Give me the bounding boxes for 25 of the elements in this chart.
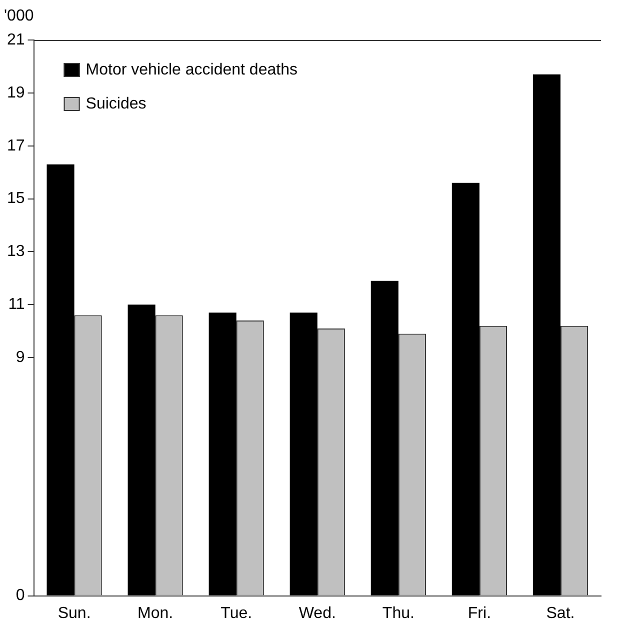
x-tick-label: Mon. [138, 604, 174, 622]
x-tick-label: Tue. [220, 604, 252, 622]
y-axis-title: '000 [4, 7, 34, 24]
y-tick-label: 9 [16, 349, 25, 366]
bar [128, 304, 156, 596]
y-tick-label: 19 [7, 84, 25, 102]
x-tick-label: Thu. [382, 604, 414, 622]
bar [46, 164, 74, 596]
legend-label: Motor vehicle accident deaths [86, 61, 298, 78]
x-tick-label: Fri. [468, 604, 492, 622]
bar [370, 280, 398, 596]
y-tick-label: 17 [7, 137, 25, 154]
y-tick-label: 0 [16, 587, 25, 604]
y-tick-label: 11 [8, 296, 25, 314]
x-tick-label: Wed. [298, 604, 336, 622]
y-tick-label: 13 [7, 243, 25, 260]
y-tick-label: 15 [7, 190, 25, 208]
bar [290, 312, 318, 596]
bar [208, 312, 236, 596]
bar [452, 182, 480, 596]
legend-label: Suicides [86, 95, 146, 112]
x-tick-label: Sun. [58, 604, 91, 622]
bar [532, 74, 560, 596]
x-tick-label: Sat. [546, 604, 575, 622]
y-tick-label: 21 [7, 31, 25, 48]
